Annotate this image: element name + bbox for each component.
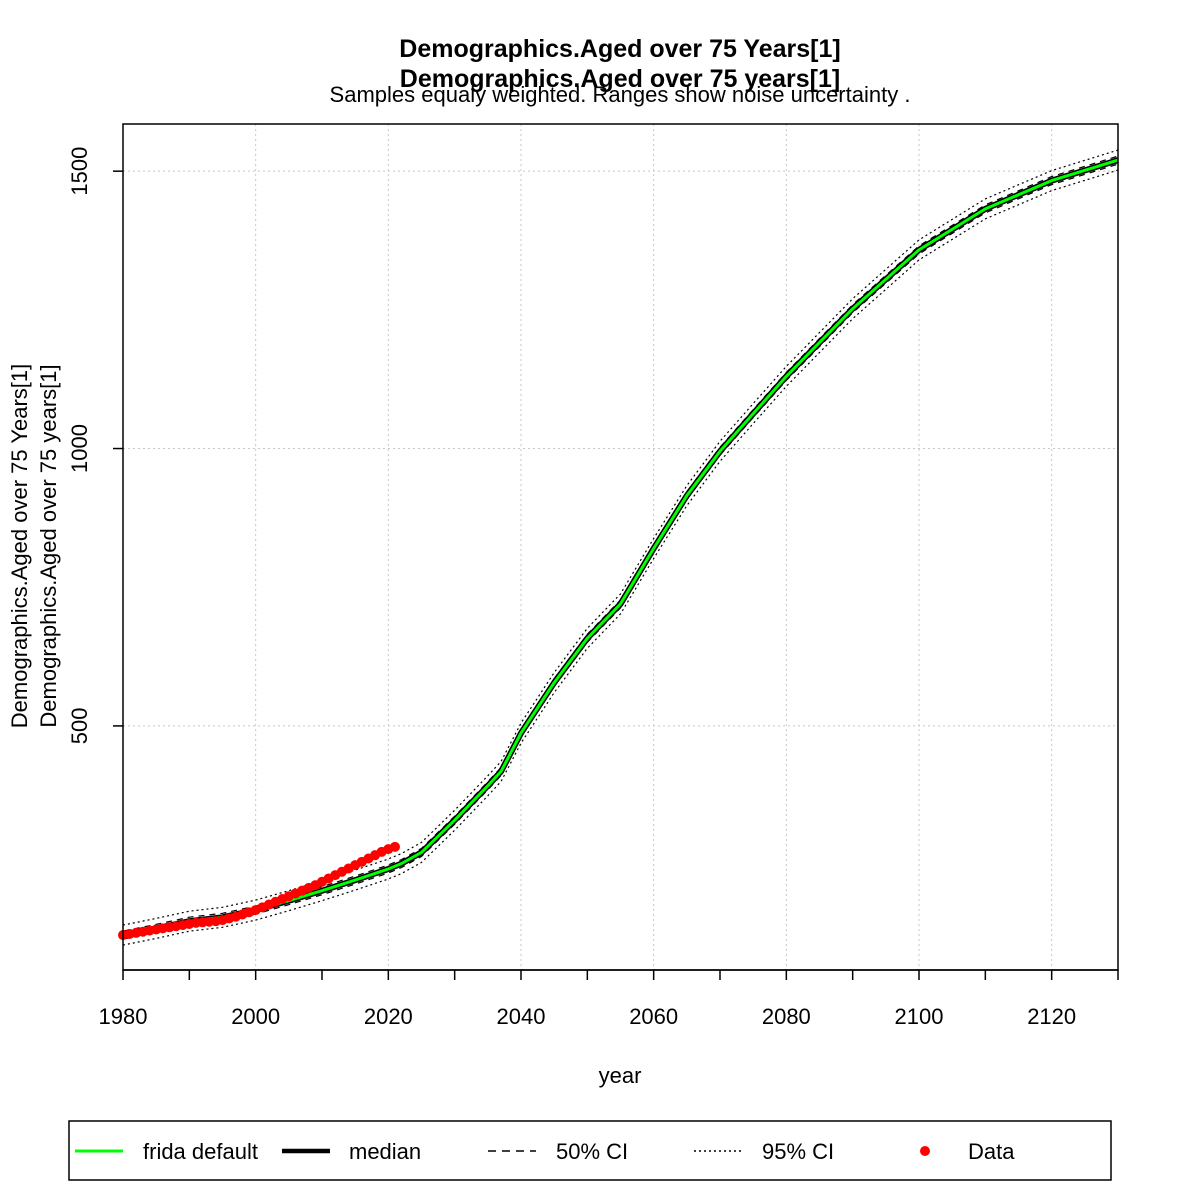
- y-tick-label: 1500: [67, 147, 92, 196]
- plot-frame: [122, 123, 1119, 971]
- chart-subtitle: Samples equaly weighted. Ranges show noi…: [330, 82, 911, 107]
- x-tick-label: 2120: [1027, 1004, 1076, 1029]
- legend-box: [68, 1120, 1112, 1181]
- legend-label-median: median: [349, 1139, 421, 1164]
- series-95ci-bound: [122, 149, 1119, 926]
- legend-label-data: Data: [968, 1139, 1015, 1164]
- legend-label-95ci: 95% CI: [762, 1139, 834, 1164]
- x-axis: 1980 2000 2020 2040 2060 2080 2100 2120: [99, 969, 1119, 1029]
- y-axis: 500 1000 1500: [67, 147, 123, 745]
- legend-key-data: [920, 1146, 930, 1156]
- x-tick-label: 2020: [364, 1004, 413, 1029]
- y-axis-label-line-2: Demographics.Aged over 75 years[1]: [36, 364, 61, 727]
- series-median-line: [122, 157, 1119, 939]
- series-frida-default-line: [122, 158, 1119, 937]
- chart-title-line-2: Demographics.Aged over 75 years[1]: [400, 65, 840, 93]
- x-tick-label: 2000: [231, 1004, 280, 1029]
- series-50ci-bound: [122, 155, 1119, 932]
- y-tick-label: 1000: [67, 424, 92, 473]
- series-50ci-bound: [122, 163, 1119, 940]
- series-layer: [118, 149, 1119, 946]
- x-tick-label: 2060: [629, 1004, 678, 1029]
- legend-label-frida-default: frida default: [143, 1139, 258, 1164]
- legend: frida default median 50% CI 95% CI Data: [68, 1120, 1112, 1181]
- x-axis-label: year: [599, 1063, 642, 1088]
- x-tick-label: 1980: [99, 1004, 148, 1029]
- y-tick-label: 500: [67, 708, 92, 745]
- legend-label-50ci: 50% CI: [556, 1139, 628, 1164]
- grid: [122, 124, 1118, 970]
- data-point: [389, 841, 400, 852]
- x-tick-label: 2040: [497, 1004, 546, 1029]
- x-tick-label: 2080: [762, 1004, 811, 1029]
- chart-title-line-1: Demographics.Aged over 75 Years[1]: [399, 35, 840, 63]
- series-95ci-bound: [122, 169, 1119, 946]
- y-axis-label-line-1: Demographics.Aged over 75 Years[1]: [7, 364, 32, 728]
- x-tick-label: 2100: [895, 1004, 944, 1029]
